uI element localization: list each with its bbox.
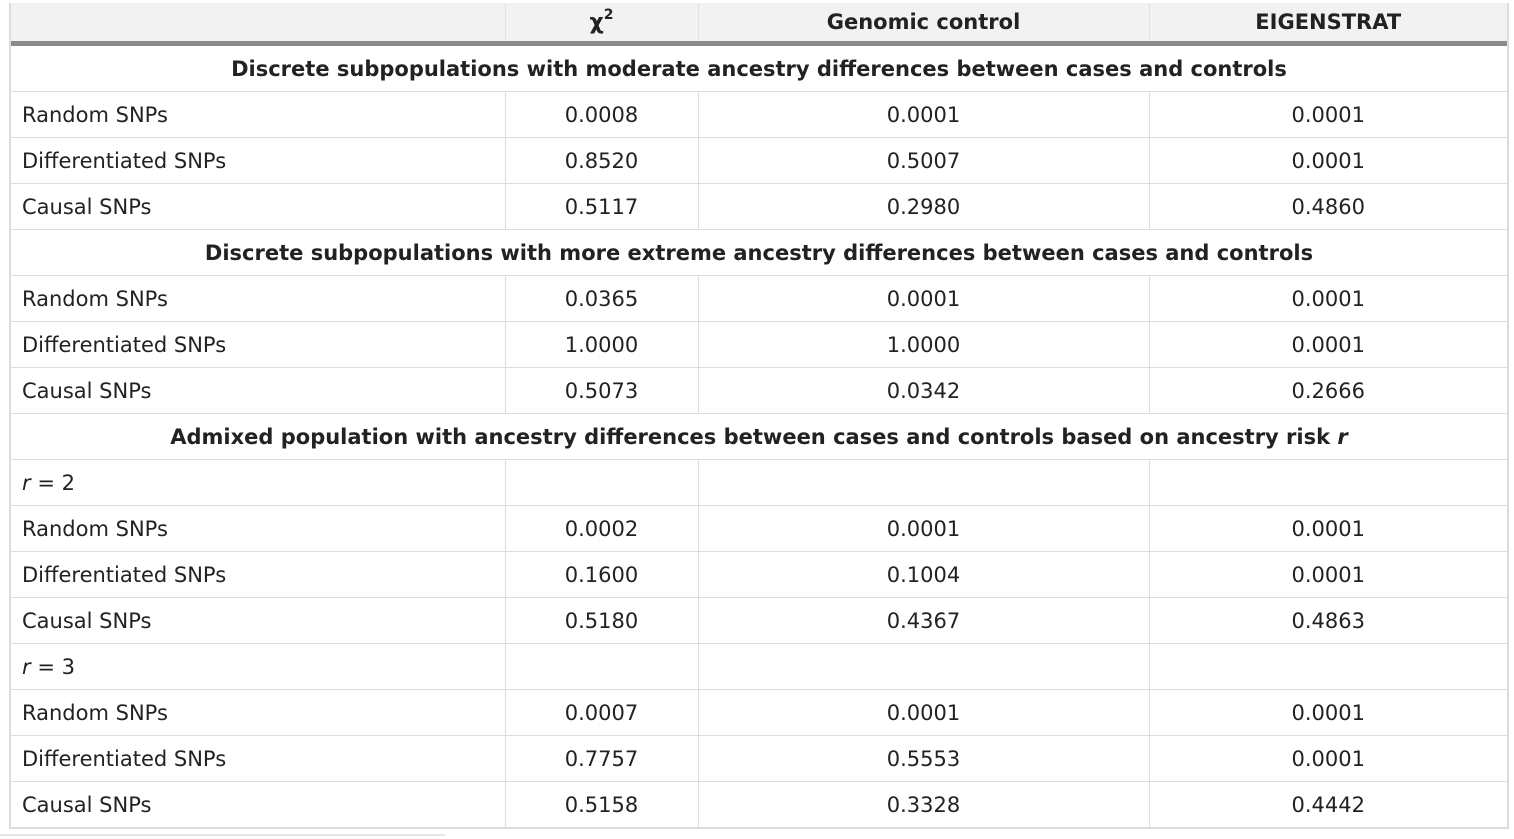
- eigenstrat-value: 0.2666: [1149, 367, 1507, 414]
- subgroup-label: r = 3: [11, 643, 506, 690]
- chi2-value: 0.7757: [505, 735, 699, 782]
- results-table: χ2 Genomic control EIGENSTRAT Discrete s…: [11, 3, 1507, 827]
- eigenstrat-value: 0.0001: [1149, 689, 1507, 736]
- gc-value: 0.0342: [698, 367, 1150, 414]
- table-row: Causal SNPs 0.5180 0.4367 0.4863: [11, 597, 1507, 644]
- eigenstrat-value: 0.4863: [1149, 597, 1507, 644]
- eigenstrat-value: 0.0001: [1149, 91, 1507, 138]
- row-label: Causal SNPs: [11, 183, 506, 230]
- eigenstrat-value: 0.4860: [1149, 183, 1507, 230]
- row-label: Random SNPs: [11, 505, 506, 552]
- subgroup-row: r = 2: [11, 459, 1507, 506]
- subgroup-variable: r: [22, 470, 31, 495]
- section-header-row: Admixed population with ancestry differe…: [11, 413, 1507, 460]
- subgroup-variable: r: [22, 654, 31, 679]
- chi-superscript: 2: [603, 6, 614, 23]
- row-label: Causal SNPs: [11, 597, 506, 644]
- subgroup-value: = 3: [30, 654, 75, 679]
- table-row: Random SNPs 0.0007 0.0001 0.0001: [11, 689, 1507, 736]
- eigenstrat-value: 0.4442: [1291, 792, 1365, 817]
- row-label: Differentiated SNPs: [11, 137, 506, 184]
- section-title-variable: r: [1337, 424, 1348, 449]
- subgroup-value: = 2: [30, 470, 75, 495]
- empty-cell: [1149, 643, 1507, 690]
- chi2-value: 1.0000: [505, 321, 699, 368]
- eigenstrat-value: 0.0001: [1149, 735, 1507, 782]
- gc-value: 0.2980: [698, 183, 1150, 230]
- eigenstrat-value: 0.0001: [1149, 505, 1507, 552]
- table-row: Causal SNPs 0.5117 0.2980 0.4860: [11, 183, 1507, 230]
- chi2-value: 0.5180: [505, 597, 699, 644]
- chi2-value: 0.0007: [505, 689, 699, 736]
- subgroup-label: r = 2: [11, 459, 506, 506]
- chi2-value: 0.5073: [505, 367, 699, 414]
- eigenstrat-value: 0.0001: [1149, 321, 1507, 368]
- row-label: Random SNPs: [11, 689, 506, 736]
- empty-cell: [698, 643, 1150, 690]
- chi2-value: 0.1600: [505, 551, 699, 598]
- gc-value: 0.0001: [698, 275, 1150, 322]
- gc-value: 0.3328: [698, 781, 1150, 827]
- eigenstrat-value: 0.0001: [1149, 275, 1507, 322]
- header-chi-square: χ2: [505, 3, 699, 46]
- table-row: Differentiated SNPs 0.7757 0.5553 0.0001: [11, 735, 1507, 782]
- gc-value: 0.4367: [698, 597, 1150, 644]
- header-genomic-control: Genomic control: [698, 3, 1150, 46]
- chi2-value: 0.5117: [505, 183, 699, 230]
- header-empty: [11, 3, 506, 46]
- empty-cell: [505, 643, 699, 690]
- chi2-value: 0.5158: [505, 781, 699, 827]
- empty-cell: [698, 459, 1150, 506]
- table-row: Differentiated SNPs 0.1600 0.1004 0.0001: [11, 551, 1507, 598]
- section-title: Admixed population with ancestry differe…: [11, 413, 1507, 460]
- results-table-container: χ2 Genomic control EIGENSTRAT Discrete s…: [9, 3, 1509, 829]
- section-header-row: Discrete subpopulations with moderate an…: [11, 43, 1507, 92]
- table-row: Differentiated SNPs 0.8520 0.5007 0.0001: [11, 137, 1507, 184]
- eigenstrat-value: 0.0001: [1149, 551, 1507, 598]
- gc-value: 0.0001: [698, 689, 1150, 736]
- row-label: Random SNPs: [11, 275, 506, 322]
- empty-cell: [1149, 459, 1507, 506]
- chi-symbol: χ: [589, 10, 604, 36]
- subgroup-row: r = 3: [11, 643, 1507, 690]
- chi2-value: 0.8520: [505, 137, 699, 184]
- chi2-value: 0.0365: [505, 275, 699, 322]
- gc-value: 0.0001: [698, 91, 1150, 138]
- empty-cell: [505, 459, 699, 506]
- gc-value: 0.5007: [698, 137, 1150, 184]
- eigenstrat-value: 0.0001: [1149, 137, 1507, 184]
- table-row: Random SNPs 0.0008 0.0001 0.0001: [11, 91, 1507, 138]
- chi2-value: 0.0008: [505, 91, 699, 138]
- row-label: Random SNPs: [11, 91, 506, 138]
- table-row: Causal SNPs 0.5158 0.3328 0.4442: [11, 781, 1507, 827]
- row-label: Differentiated SNPs: [11, 321, 506, 368]
- row-label: Differentiated SNPs: [11, 551, 506, 598]
- gc-value: 1.0000: [698, 321, 1150, 368]
- row-label: Causal SNPs: [11, 367, 506, 414]
- section-header-row: Discrete subpopulations with more extrem…: [11, 229, 1507, 276]
- horizontal-scrollbar-track: [0, 834, 445, 836]
- table-row: Random SNPs 0.0365 0.0001 0.0001: [11, 275, 1507, 322]
- gc-value: 0.0001: [698, 505, 1150, 552]
- header-row: χ2 Genomic control EIGENSTRAT: [11, 3, 1507, 46]
- chi2-value: 0.0002: [505, 505, 699, 552]
- gc-value: 0.5553: [698, 735, 1150, 782]
- table-row: Random SNPs 0.0002 0.0001 0.0001: [11, 505, 1507, 552]
- section-title-text: Admixed population with ancestry differe…: [170, 424, 1331, 449]
- header-eigenstrat: EIGENSTRAT: [1149, 3, 1507, 46]
- section-title: Discrete subpopulations with moderate an…: [11, 43, 1507, 92]
- table-row: Differentiated SNPs 1.0000 1.0000 0.0001: [11, 321, 1507, 368]
- row-label: Causal SNPs: [11, 781, 506, 827]
- section-title: Discrete subpopulations with more extrem…: [11, 229, 1507, 276]
- table-row: Causal SNPs 0.5073 0.0342 0.2666: [11, 367, 1507, 414]
- row-label: Differentiated SNPs: [11, 735, 506, 782]
- gc-value: 0.1004: [698, 551, 1150, 598]
